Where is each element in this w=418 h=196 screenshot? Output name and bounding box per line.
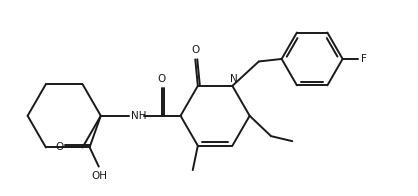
Text: N: N	[229, 74, 237, 84]
Text: O: O	[191, 45, 199, 55]
Text: O: O	[158, 74, 166, 84]
Text: O: O	[55, 142, 63, 152]
Text: NH: NH	[131, 111, 146, 121]
Text: F: F	[361, 54, 367, 64]
Text: OH: OH	[92, 171, 108, 181]
